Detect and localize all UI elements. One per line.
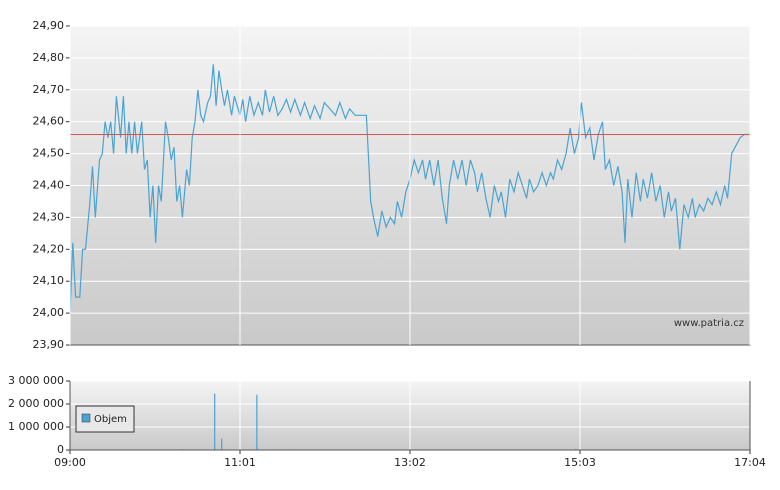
watermark: www.patria.cz bbox=[674, 318, 744, 329]
volume-bar bbox=[575, 448, 577, 450]
x-tick-label: 09:00 bbox=[54, 456, 86, 469]
y-tick-label: 24,10 bbox=[33, 274, 65, 287]
y-tick-label: 24,80 bbox=[33, 51, 65, 64]
price-line bbox=[69, 64, 750, 314]
y-tick-label: 24,90 bbox=[33, 19, 65, 32]
legend-label: Objem bbox=[94, 414, 127, 425]
y-tick-label: 24,50 bbox=[33, 147, 65, 160]
axis bbox=[69, 381, 751, 451]
y-tick-label: 3 000 000 bbox=[8, 374, 64, 387]
y-tick-label: 24,30 bbox=[33, 210, 65, 223]
y-tick-label: 24,40 bbox=[33, 179, 65, 192]
y-tick-label: 24,60 bbox=[33, 115, 65, 128]
x-tick-label: 13:02 bbox=[394, 456, 426, 469]
y-tick-label: 0 bbox=[57, 443, 64, 456]
volume-bar bbox=[214, 393, 216, 450]
x-tick-label: 11:01 bbox=[224, 456, 256, 469]
volume-bar bbox=[256, 394, 258, 450]
volume-bar bbox=[221, 438, 223, 450]
legend-swatch bbox=[81, 413, 91, 423]
x-tick-label: 17:04 bbox=[734, 456, 766, 469]
y-tick-label: 24,20 bbox=[33, 242, 65, 255]
y-tick-label: 24,00 bbox=[33, 306, 65, 319]
y-tick-label: 23,90 bbox=[33, 338, 65, 351]
y-tick-label: 2 000 000 bbox=[8, 397, 64, 410]
x-tick-label: 15:03 bbox=[564, 456, 596, 469]
y-tick-label: 1 000 000 bbox=[8, 420, 64, 433]
y-tick-label: 24,70 bbox=[33, 83, 65, 96]
